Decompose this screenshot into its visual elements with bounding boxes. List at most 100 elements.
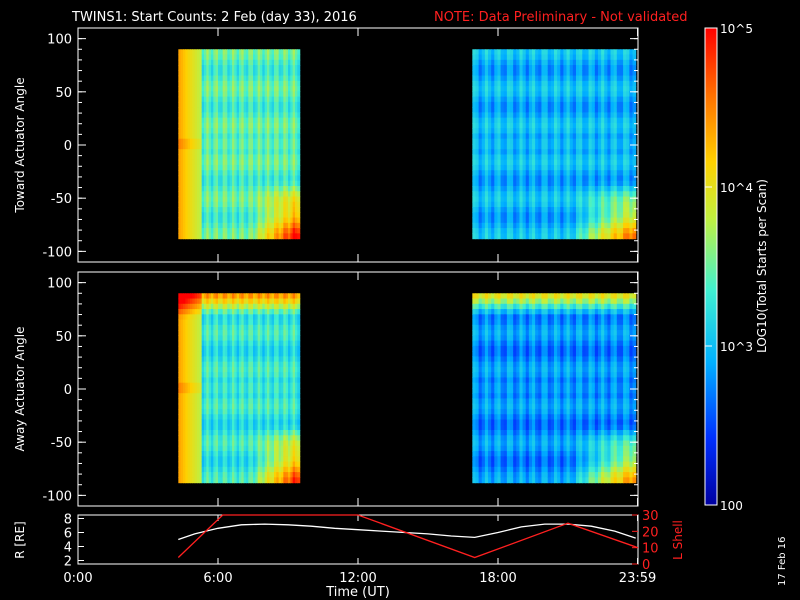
heatmap-cell	[211, 143, 214, 150]
heatmap-cell	[241, 170, 245, 177]
heatmap-cell	[220, 414, 224, 421]
heatmap-cell	[232, 75, 235, 82]
heatmap-cell	[199, 451, 203, 457]
heatmap-cell	[211, 122, 214, 129]
heatmap-cell	[594, 149, 599, 156]
heatmap-cell	[225, 191, 228, 198]
heatmap-cell	[516, 122, 521, 129]
heatmap-cell	[274, 75, 277, 82]
heatmap-cell	[262, 191, 266, 198]
heatmap-cell	[215, 398, 219, 405]
heatmap-cell	[199, 233, 203, 240]
heatmap-cell	[623, 201, 627, 208]
heatmap-cell	[232, 138, 235, 145]
heatmap-cell	[472, 196, 477, 203]
heatmap-cell	[220, 133, 224, 140]
heatmap-cell	[204, 59, 207, 66]
heatmap-cell	[255, 133, 259, 140]
heatmap-cell	[222, 393, 226, 400]
heatmap-cell	[488, 191, 492, 198]
heatmap-cell	[234, 366, 238, 373]
heatmap-cell	[262, 101, 266, 108]
heatmap-cell	[550, 54, 555, 61]
heatmap-cell	[288, 101, 291, 108]
heatmap-cell	[560, 65, 565, 71]
heatmap-cell	[218, 398, 221, 405]
heatmap-cell	[260, 228, 263, 234]
heatmap-cell	[629, 70, 634, 77]
heatmap-cell	[629, 59, 634, 66]
heatmap-cell	[506, 138, 511, 145]
heatmap-cell	[229, 201, 233, 208]
heatmap-cell	[227, 133, 231, 140]
heatmap-cell	[229, 419, 233, 426]
heatmap-cell	[250, 117, 254, 124]
heatmap-cell	[248, 414, 252, 421]
heatmap-cell	[241, 335, 245, 342]
heatmap-cell	[253, 414, 256, 421]
heatmap-cell	[183, 466, 186, 473]
heatmap-cell	[239, 196, 242, 203]
heatmap-cell	[236, 435, 240, 442]
heatmap-cell	[253, 298, 256, 305]
heatmap-cell	[197, 408, 200, 415]
heatmap-cell	[208, 345, 212, 352]
heatmap-cell	[246, 117, 249, 124]
heatmap-cell	[185, 86, 189, 92]
heatmap-cell	[222, 461, 226, 468]
heatmap-cell	[554, 222, 558, 229]
heatmap-cell	[478, 112, 483, 119]
heatmap-cell	[241, 191, 245, 198]
heatmap-cell	[544, 233, 549, 240]
heatmap-cell	[243, 335, 247, 342]
heatmap-cell	[267, 117, 270, 124]
heatmap-cell	[525, 107, 530, 113]
heatmap-cell	[547, 96, 552, 103]
heatmap-cell	[183, 180, 186, 187]
heatmap-cell	[607, 212, 612, 219]
heatmap-cell	[547, 80, 552, 87]
heatmap-cell	[208, 164, 212, 171]
heatmap-cell	[503, 196, 508, 203]
heatmap-cell	[250, 49, 254, 56]
heatmap-cell	[211, 65, 214, 71]
heatmap-cell	[194, 309, 198, 315]
heatmap-cell	[500, 91, 505, 98]
heatmap-cell	[199, 217, 203, 224]
heatmap-cell	[232, 314, 235, 321]
heatmap-cell	[183, 154, 186, 161]
heatmap-cell	[281, 180, 284, 187]
heatmap-cell	[522, 201, 527, 208]
heatmap-cell	[178, 419, 182, 426]
heatmap-cell	[192, 222, 196, 229]
heatmap-cell	[239, 212, 242, 219]
heatmap-cell	[288, 128, 291, 135]
heatmap-cell	[544, 49, 549, 56]
heatmap-cell	[262, 228, 266, 234]
heatmap-cell	[218, 96, 221, 103]
heatmap-cell	[257, 298, 261, 305]
heatmap-cell	[535, 86, 539, 92]
heatmap-cell	[557, 112, 561, 119]
heatmap-cell	[560, 201, 565, 208]
heatmap-cell	[484, 107, 489, 113]
heatmap-cell	[197, 361, 200, 368]
heatmap-cell	[267, 228, 270, 234]
heatmap-cell	[516, 138, 521, 145]
heatmap-cell	[236, 398, 240, 405]
heatmap-cell	[276, 70, 280, 77]
heatmap-cell	[178, 49, 182, 56]
heatmap-cell	[199, 212, 203, 219]
heatmap-cell	[616, 186, 621, 192]
heatmap-cell	[190, 180, 193, 187]
heatmap-cell	[541, 222, 546, 229]
heatmap-cell	[183, 96, 186, 103]
heatmap-cell	[222, 159, 226, 166]
heatmap-cell	[626, 96, 630, 103]
heatmap-cell	[185, 96, 189, 103]
heatmap-cell	[227, 366, 231, 373]
heatmap-cell	[178, 461, 182, 468]
heatmap-cell	[290, 122, 294, 129]
heatmap-cell	[532, 159, 536, 166]
heatmap-cell	[208, 107, 212, 113]
